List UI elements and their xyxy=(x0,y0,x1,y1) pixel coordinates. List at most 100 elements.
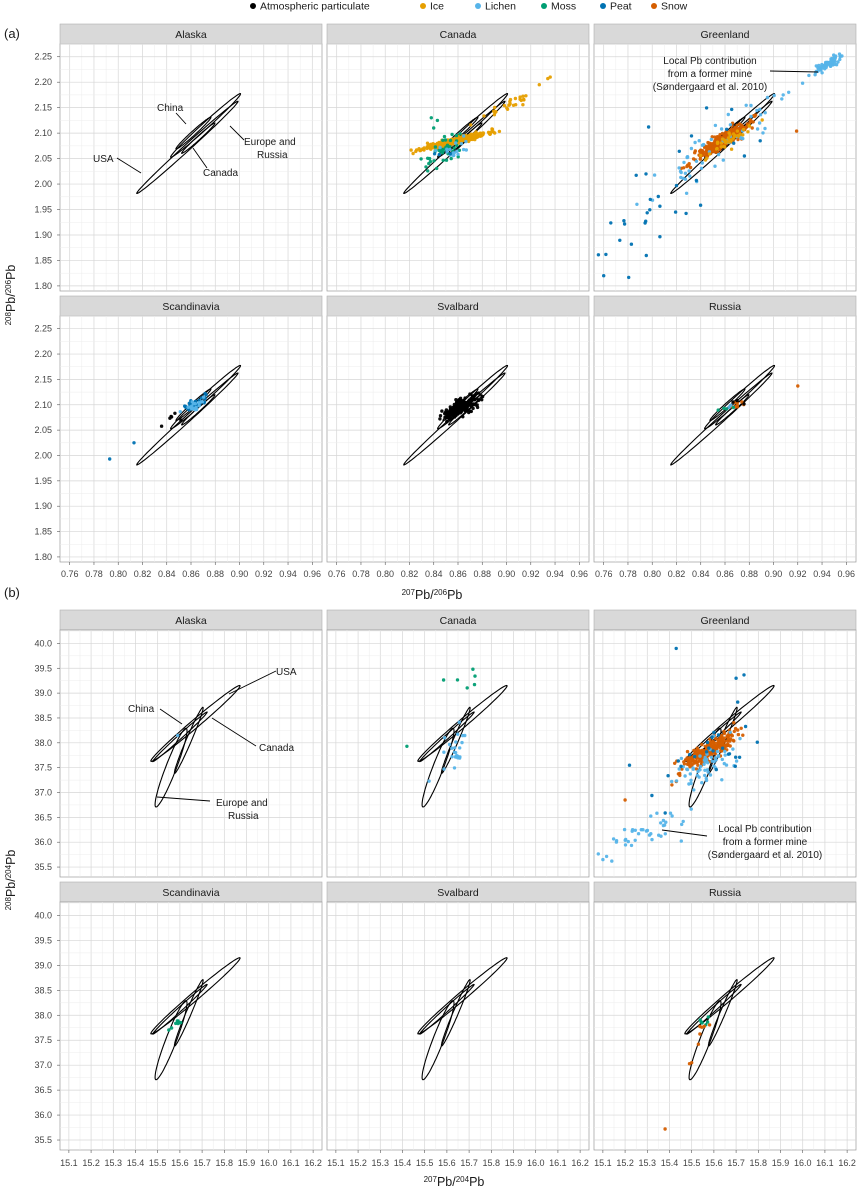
annotation-leader-china xyxy=(175,112,187,125)
x-tick-label: 15.1 xyxy=(327,1158,345,1168)
panel-b-scandinavia: Scandinavia 15.1 15.2 15.3 15.4 15.5 15.6 15.7 1… xyxy=(34,881,323,1168)
data-point-snow xyxy=(692,748,696,753)
data-point-snow xyxy=(663,1127,667,1131)
data-point-lichen xyxy=(716,754,721,758)
legend-item-snow: Snow xyxy=(651,1,688,13)
data-point-peat xyxy=(650,793,654,798)
legend-item-ice: Ice xyxy=(420,1,444,13)
data-point-ice xyxy=(414,148,419,152)
data-point-lichen xyxy=(674,779,679,783)
data-point-ice xyxy=(715,146,719,151)
legend-key-moss xyxy=(541,3,547,9)
data-point-snow xyxy=(731,738,735,742)
strip-label-a-canada: Canada xyxy=(440,29,477,41)
data-point-peat xyxy=(622,222,627,226)
data-point-ice xyxy=(469,123,473,127)
grid-b-svalbard xyxy=(327,902,589,1150)
data-point-lichen xyxy=(623,843,628,847)
data-point-moss xyxy=(448,145,452,149)
data-point-snow xyxy=(678,771,682,776)
data-point-moss xyxy=(442,134,447,139)
data-point-ice xyxy=(521,94,525,98)
data-point-moss xyxy=(456,155,460,159)
data-point-moss xyxy=(454,133,459,138)
data-point-lichen xyxy=(451,153,456,158)
data-point-lichen xyxy=(438,145,442,150)
y-tick-label: 36.5 xyxy=(34,812,52,822)
y-tick-label: 39.0 xyxy=(34,688,52,698)
data-point-lichen xyxy=(680,822,684,827)
data-point-lichen xyxy=(813,73,817,77)
x-tick-label: 15.7 xyxy=(193,1158,211,1168)
data-point-lichen xyxy=(611,837,616,841)
data-point-peat xyxy=(132,441,136,445)
legend-key-atmospheric-particulate xyxy=(250,3,256,9)
data-point-snow xyxy=(719,749,724,753)
annotation-europe-line2: Russia xyxy=(228,811,259,822)
data-point-lichen xyxy=(709,755,714,759)
x-tick-label: 0.90 xyxy=(765,569,783,579)
annotation-leader-canada xyxy=(192,147,208,169)
ellipse-china xyxy=(175,116,212,150)
data-point-lichen xyxy=(178,410,182,414)
data-point-lichen xyxy=(650,837,654,842)
ellipse-usa xyxy=(417,684,508,762)
x-tick-label: 15.3 xyxy=(372,1158,390,1168)
annotation-leader-europe xyxy=(229,125,245,141)
data-point-lichen xyxy=(442,750,446,754)
data-point-moss xyxy=(435,118,440,123)
ellipses-b-russia xyxy=(684,957,775,1081)
data-point-ice xyxy=(537,83,541,87)
legend-key-lichen xyxy=(475,3,481,9)
data-point-snow xyxy=(736,137,740,142)
y-tick-label: 1.85 xyxy=(34,527,52,537)
ellipses-b-scandinavia xyxy=(150,957,241,1081)
annotation-china: China xyxy=(128,704,155,715)
data-point-lichen xyxy=(825,61,829,66)
data-point-peat xyxy=(643,221,647,225)
data-point-snow xyxy=(794,129,799,133)
data-point-snow xyxy=(726,742,730,746)
data-point-lichen xyxy=(819,67,823,72)
y-tick-label: 37.5 xyxy=(34,1035,52,1045)
data-point-peat xyxy=(437,152,441,157)
data-point-moss xyxy=(424,165,428,169)
annotation-leader-mine xyxy=(661,829,708,837)
data-point-peat xyxy=(432,152,437,156)
data-point-lichen xyxy=(838,57,842,62)
data-point-lichen xyxy=(689,778,693,782)
data-point-lichen xyxy=(820,71,824,75)
data-point-lichen xyxy=(763,111,767,115)
y-tick-label: 1.95 xyxy=(34,205,52,215)
data-point-moss xyxy=(443,138,448,142)
data-point-peat xyxy=(688,752,692,757)
ellipse-usa xyxy=(670,372,773,466)
strip-label-b-russia: Russia xyxy=(709,887,741,899)
data-point-lichen xyxy=(662,823,667,827)
annotation-mine-line1: Local Pb contribution xyxy=(663,56,756,67)
strip-label-a-alaska: Alaska xyxy=(175,29,207,41)
data-point-snow xyxy=(722,736,726,740)
data-point-ice xyxy=(760,118,764,122)
data-point-atmospheric-particulate xyxy=(445,419,449,424)
panel-a-scandinavia: Scandinavia 0.76 0.78 0.80 0.82 0.84 0.86 0.88 0… xyxy=(34,295,323,579)
data-point-ice xyxy=(473,135,477,139)
data-point-ice xyxy=(502,103,507,108)
x-tick-label: 15.1 xyxy=(60,1158,78,1168)
annotation-mine-line3: (Søndergaard et al. 2010) xyxy=(708,850,823,861)
legend-label-ice: Ice xyxy=(430,1,444,13)
panel-b-greenland: Greenland xyxy=(593,609,857,878)
data-point-lichen xyxy=(458,746,462,750)
data-point-peat xyxy=(727,752,732,756)
data-point-atmospheric-particulate xyxy=(173,411,177,415)
data-point-atmospheric-particulate xyxy=(464,406,469,410)
x-tick-label: 0.78 xyxy=(619,569,637,579)
data-point-lichen xyxy=(744,103,748,108)
data-point-lichen xyxy=(698,754,702,758)
y-tick-label: 2.20 xyxy=(34,349,52,359)
data-point-lichen xyxy=(713,164,717,168)
x-tick-label: 15.2 xyxy=(616,1158,634,1168)
data-point-lichen xyxy=(623,838,627,842)
data-point-lichen xyxy=(726,112,730,117)
data-point-lichen xyxy=(688,174,692,178)
